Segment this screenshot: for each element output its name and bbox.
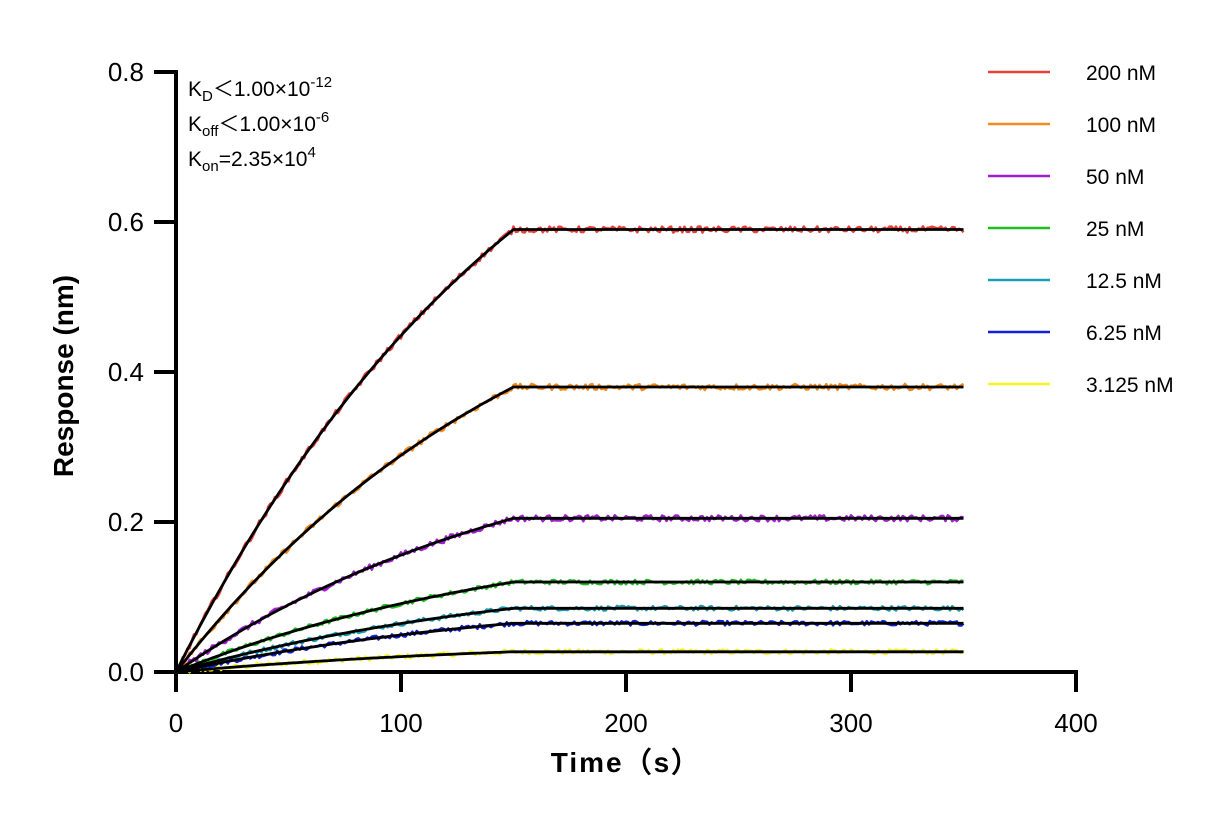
y-tick-label: 0.4: [108, 357, 144, 387]
legend-label: 200 nM: [1086, 62, 1156, 85]
x-ticks: 0 100 200 300 400: [169, 672, 1098, 738]
fit-layer: [174, 228, 964, 674]
y-axis-title: Response (nm): [48, 275, 79, 477]
x-tick-label: 200: [604, 708, 647, 738]
y-ticks: 0.0 0.2 0.4 0.6 0.8: [108, 57, 176, 687]
y-tick-label: 0.6: [108, 207, 144, 237]
x-tick-label: 0: [169, 708, 183, 738]
y-tick-label: 0.2: [108, 507, 144, 537]
kon-annotation: Kon=2.35×104: [188, 144, 316, 175]
y-tick-label: 0.8: [108, 57, 144, 87]
legend-label: 6.25 nM: [1086, 322, 1162, 345]
y-tick-label: 0.0: [108, 657, 144, 687]
series-layer: [174, 225, 965, 674]
legend-label: 12.5 nM: [1086, 270, 1162, 293]
fit-line-3.125-nM: [175, 650, 964, 674]
fit-line-6.25-nM: [175, 621, 964, 674]
fit-line-200-nM: [174, 228, 964, 673]
legend-label: 3.125 nM: [1086, 374, 1174, 397]
kd-annotation: KD＜1.00×10-12: [188, 74, 332, 105]
x-tick-label: 300: [829, 708, 872, 738]
kinetics-annotations: KD＜1.00×10-12 Koff＜1.00×10-6 Kon=2.35×10…: [188, 74, 332, 175]
legend: 200 nM 100 nM 50 nM 25 nM 12.5 nM 6.25 nM 3.12…: [988, 62, 1174, 397]
series-line-25-nM: [175, 578, 964, 674]
x-tick-label: 100: [379, 708, 422, 738]
legend-label: 100 nM: [1086, 114, 1156, 137]
fit-line-50-nM: [175, 516, 964, 674]
x-tick-label: 400: [1054, 708, 1097, 738]
series-line-200-nM: [174, 225, 965, 673]
legend-label: 25 nM: [1086, 218, 1144, 241]
fit-line-12.5-nM: [175, 606, 964, 674]
fit-line-100-nM: [174, 385, 964, 673]
fit-line-25-nM: [175, 580, 964, 674]
x-axis-title: Time（s）: [551, 746, 701, 778]
legend-label: 50 nM: [1086, 166, 1144, 189]
koff-annotation: Koff＜1.00×10-6: [188, 109, 329, 140]
